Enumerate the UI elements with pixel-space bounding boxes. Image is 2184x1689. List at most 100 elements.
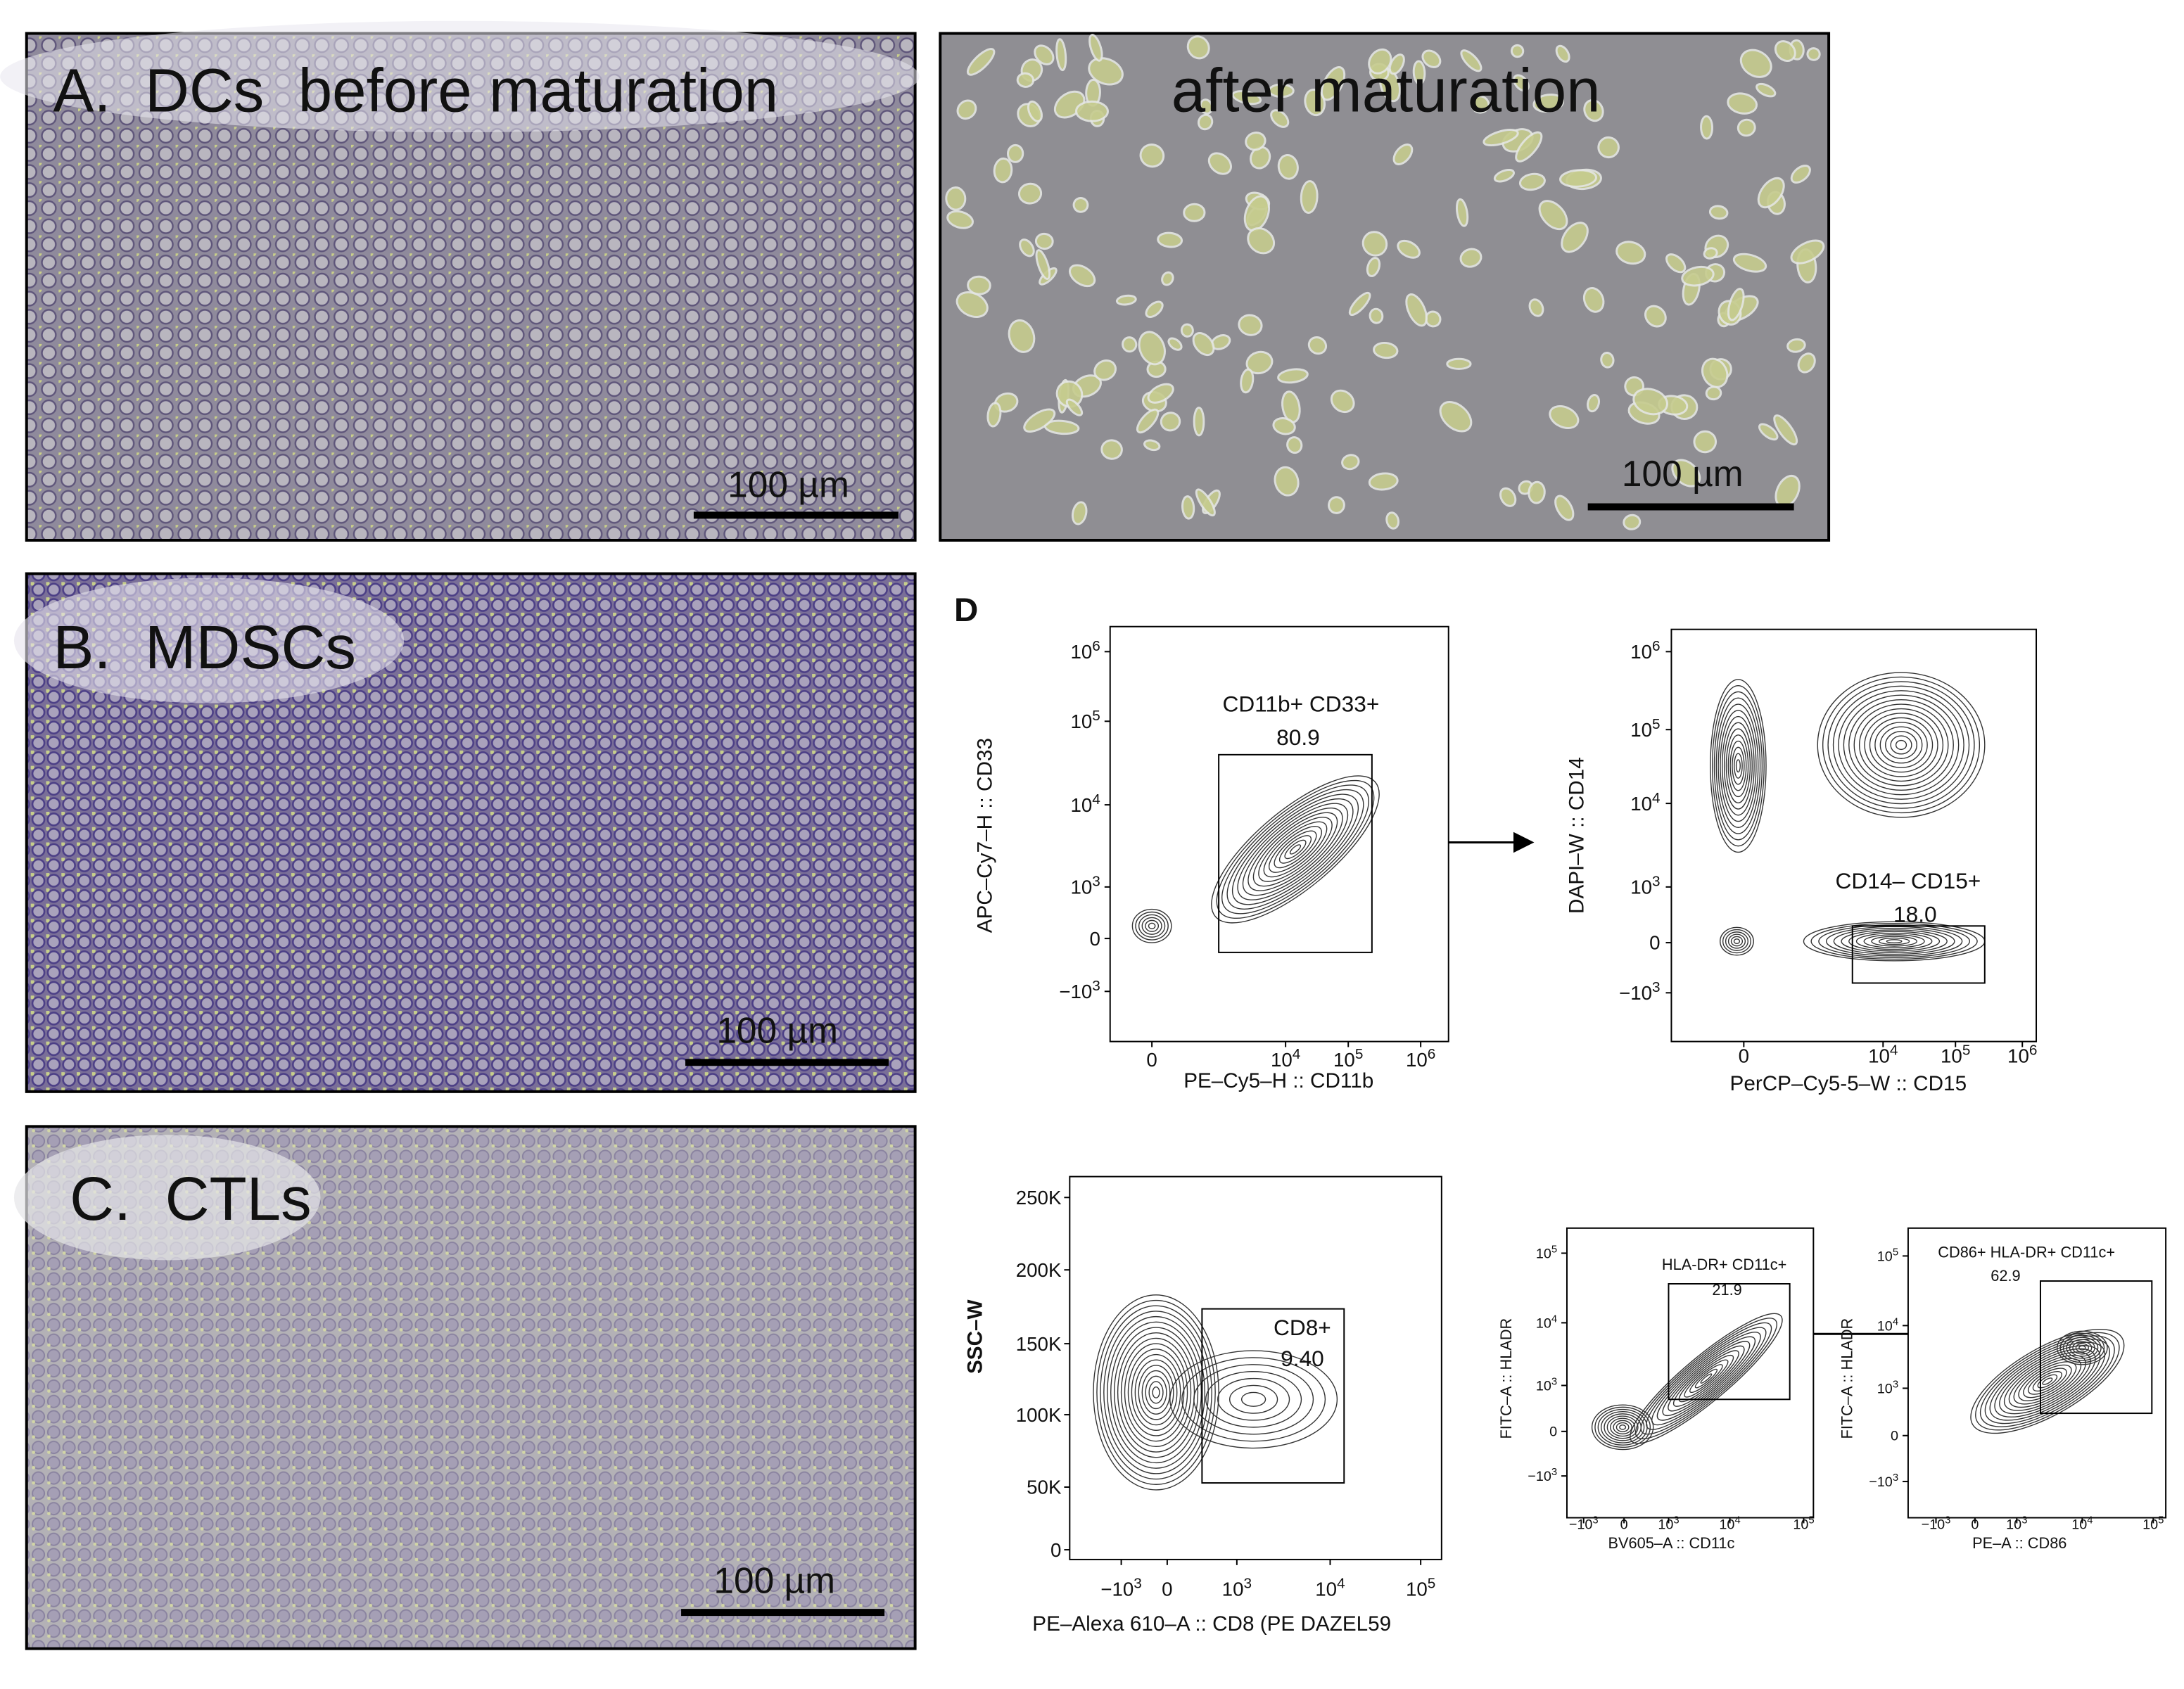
contour [2032, 1371, 2062, 1392]
contour [1247, 807, 1343, 891]
cell [1160, 412, 1181, 432]
gate-label: CD11b+ CD33+ [1222, 691, 1379, 716]
y-tick-label: 105 [1070, 708, 1100, 733]
cell [1088, 34, 1103, 62]
tick-base: 10 [1877, 1249, 1893, 1264]
tick-base: 50K [1027, 1477, 1062, 1498]
y-tick-label: 250K [1016, 1187, 1062, 1209]
contour [1181, 1357, 1326, 1442]
contour [2066, 1337, 2099, 1359]
cell [1240, 368, 1255, 394]
contour [2062, 1334, 2102, 1361]
tick-base: 0 [1549, 1425, 1557, 1440]
tick-exponent: 3 [1673, 1515, 1679, 1526]
cell [1632, 388, 1668, 416]
cell [1238, 314, 1263, 336]
tick-base: 10 [1868, 1045, 1890, 1066]
cell [1555, 44, 1570, 63]
y-tick-label: 100K [1016, 1404, 1062, 1426]
tick-exponent: 4 [1551, 1313, 1557, 1325]
cell [1388, 53, 1405, 75]
contour [1630, 1313, 1783, 1444]
scale-bar-label: 100 µm [728, 464, 849, 505]
tick-base: −10 [1100, 1578, 1134, 1600]
x-axis-label: PE–A :: CD86 [1972, 1534, 2066, 1552]
cell [1708, 205, 1729, 220]
cell [1421, 49, 1442, 68]
cell [1341, 454, 1360, 471]
tick-exponent: 5 [1652, 715, 1661, 732]
tick-base: 10 [1070, 641, 1092, 663]
cell [1786, 338, 1806, 353]
cell [1093, 359, 1117, 381]
cell [1055, 38, 1067, 72]
cell [1197, 113, 1214, 131]
tick-base: 10 [1630, 641, 1652, 663]
contour [2072, 1341, 2093, 1355]
tick-base: 10 [1877, 1318, 1893, 1334]
cell [1528, 480, 1546, 504]
contour [1148, 922, 1156, 929]
cell [1272, 417, 1296, 435]
cell [1705, 385, 1722, 401]
contour [1148, 1381, 1164, 1404]
cell [1385, 511, 1400, 530]
contour [1289, 844, 1302, 855]
x-tick-label: 105 [1793, 1515, 1814, 1532]
contour [1226, 789, 1364, 910]
contour [1646, 1327, 1767, 1430]
x-axis-label: PE–Cy5–H :: CD11b [1183, 1069, 1373, 1092]
cell [1510, 44, 1525, 58]
x-tick-label: −103 [1569, 1515, 1599, 1532]
tick-exponent: 3 [1092, 873, 1100, 889]
cell [1304, 89, 1326, 117]
y-tick-label: −103 [1528, 1467, 1557, 1484]
y-tick-label: −103 [1869, 1472, 1898, 1490]
cell [1369, 307, 1384, 324]
y-tick-label: 105 [1630, 715, 1660, 741]
cell [1277, 153, 1299, 180]
cell [1499, 487, 1517, 507]
x-tick-label: 105 [1333, 1046, 1363, 1071]
tick-base: 10 [1536, 1378, 1551, 1394]
contour [1145, 919, 1160, 932]
tick-exponent: 5 [1808, 1515, 1814, 1526]
x-axis-label: PerCP–Cy5-5–W :: CD15 [1730, 1072, 1967, 1095]
contour [1858, 708, 1944, 782]
cell [1300, 180, 1319, 214]
contour [1723, 722, 1753, 810]
gate-value: 62.9 [1991, 1267, 2020, 1285]
cell [1456, 198, 1469, 227]
contour [2008, 1354, 2087, 1408]
cell [1277, 368, 1309, 384]
panel-label: C. CTLs [70, 1165, 312, 1233]
contour [1863, 934, 1925, 948]
contour [1818, 924, 1971, 958]
cell [1513, 74, 1530, 92]
y-tick-label: 105 [1536, 1244, 1557, 1261]
cell [1247, 227, 1276, 255]
cell [1366, 257, 1381, 277]
tick-exponent: 3 [1652, 873, 1661, 889]
cell [1582, 287, 1605, 313]
x-tick-label: 104 [1719, 1515, 1740, 1532]
cell [1790, 165, 1811, 184]
tick-exponent: 3 [1551, 1376, 1557, 1387]
contour [1613, 1420, 1632, 1435]
contour [1096, 1299, 1216, 1485]
cell [1034, 232, 1054, 250]
contour [2059, 1332, 2105, 1363]
tick-base: 10 [1315, 1578, 1337, 1600]
x-tick-label: 0 [1971, 1517, 1979, 1532]
cell [1373, 341, 1399, 359]
contour [1822, 676, 1981, 814]
contour [1720, 926, 1754, 956]
cell [1600, 352, 1615, 369]
cell [1615, 241, 1646, 265]
cell [1147, 383, 1174, 404]
gate [1201, 1308, 1345, 1484]
tick-base: −10 [1922, 1517, 1945, 1532]
cell [1681, 265, 1715, 287]
x-tick-label: 105 [1406, 1575, 1435, 1600]
